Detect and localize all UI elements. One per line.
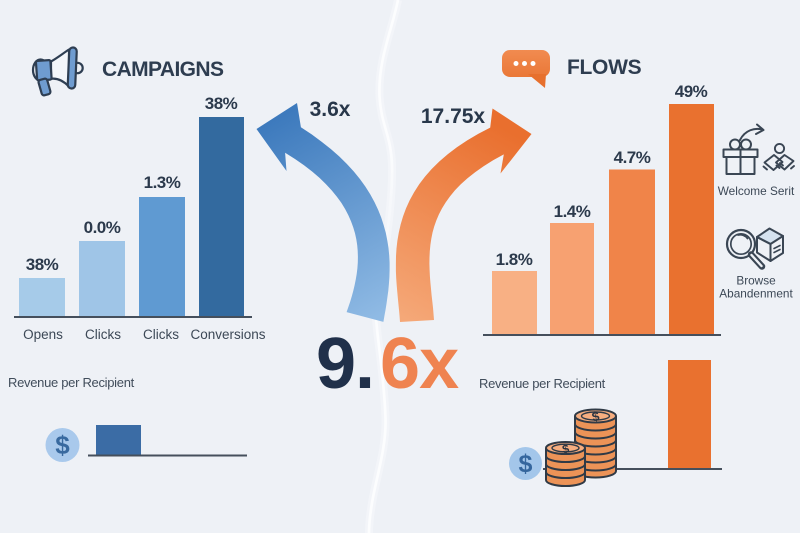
svg-text:Clicks: Clicks <box>143 327 179 342</box>
svg-text:$: $ <box>591 408 602 424</box>
svg-text:9.6x: 9.6x <box>316 324 459 404</box>
svg-text:0.0%: 0.0% <box>84 218 121 237</box>
svg-text:Abandenment: Abandenment <box>719 287 793 301</box>
svg-text:1.3%: 1.3% <box>144 173 181 192</box>
svg-text:3.6x: 3.6x <box>310 98 351 121</box>
svg-text:Conversions: Conversions <box>190 327 265 342</box>
svg-text:49%: 49% <box>675 82 708 101</box>
svg-text:Browse: Browse <box>736 274 776 288</box>
svg-text:17.75x: 17.75x <box>421 105 486 128</box>
svg-text:38%: 38% <box>205 94 238 113</box>
svg-text:$: $ <box>519 450 533 478</box>
svg-text:1.8%: 1.8% <box>496 250 533 269</box>
svg-text:1.4%: 1.4% <box>554 202 591 221</box>
svg-text:CAMPAIGNS: CAMPAIGNS <box>102 58 224 81</box>
svg-text:Revenue per Recipient: Revenue per Recipient <box>479 376 606 391</box>
svg-text:$: $ <box>561 441 571 456</box>
svg-text:Clicks: Clicks <box>85 327 121 342</box>
svg-text:38%: 38% <box>26 255 59 274</box>
svg-text:FLOWS: FLOWS <box>567 56 642 79</box>
svg-text:4.7%: 4.7% <box>614 148 651 167</box>
svg-text:Revenue per Recipient: Revenue per Recipient <box>8 375 135 390</box>
svg-text:Opens: Opens <box>23 327 63 342</box>
svg-text:Welcome Serit: Welcome Serit <box>718 184 795 198</box>
svg-text:$: $ <box>55 430 70 460</box>
